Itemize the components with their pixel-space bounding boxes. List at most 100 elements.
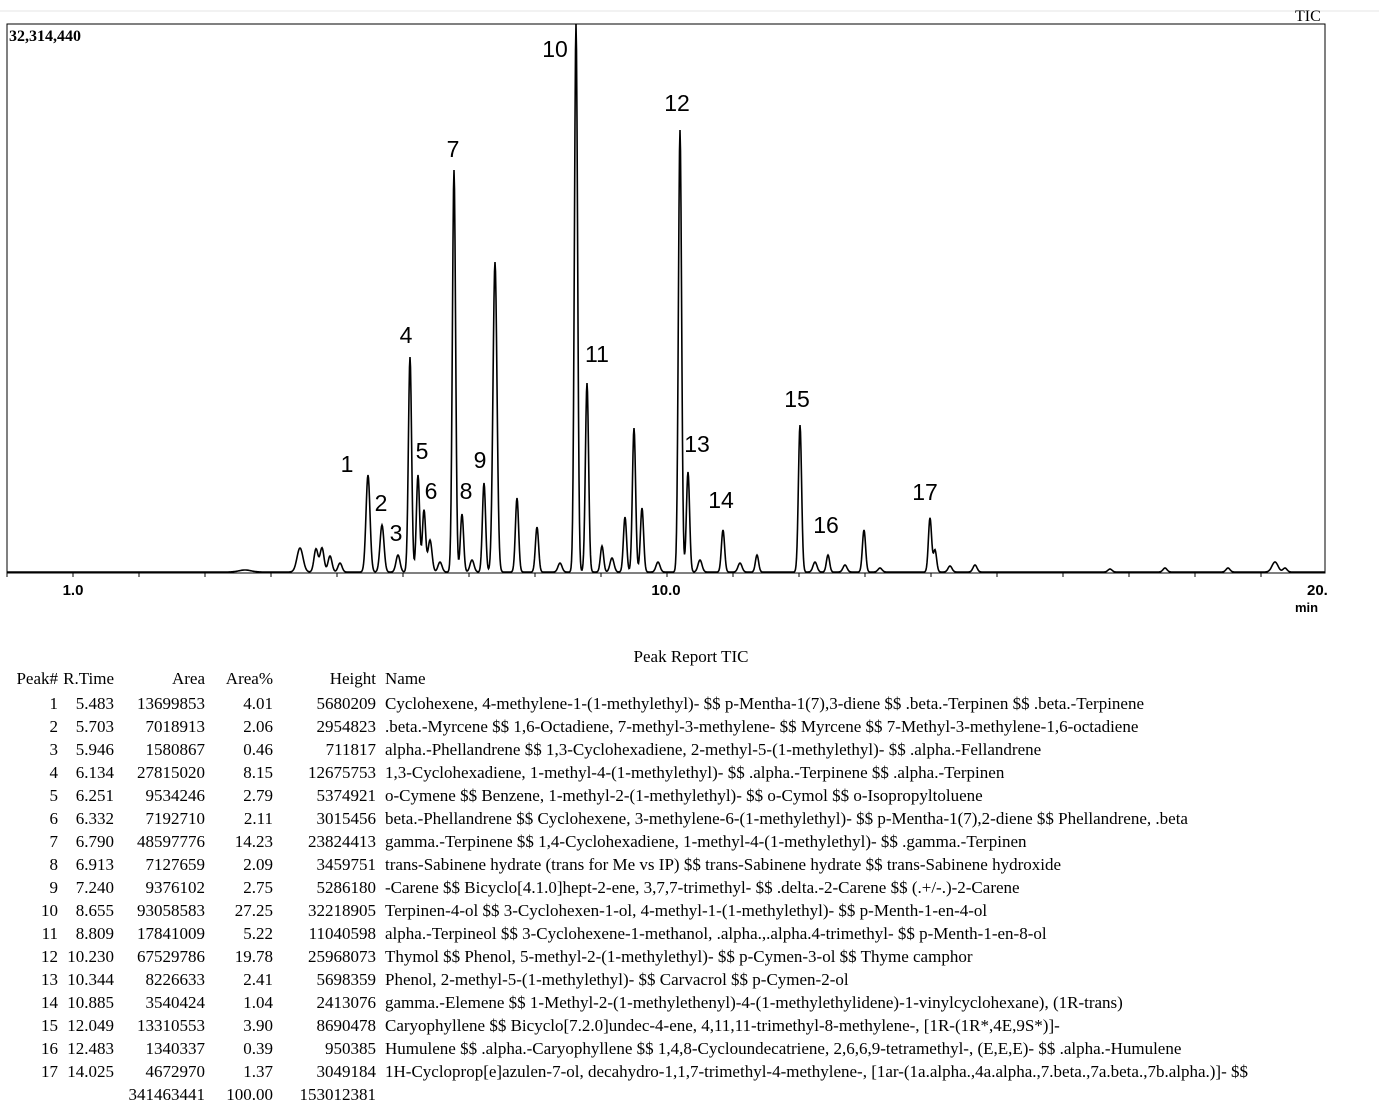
table-cell: 3.90 (243, 1016, 273, 1035)
table-cell: 2.79 (243, 786, 273, 805)
table-cell: alpha.-Phellandrene $$ 1,3-Cyclohexadien… (385, 740, 1041, 759)
table-cell: 1.37 (243, 1062, 273, 1081)
table-cell: Cyclohexene, 4-methylene-1-(1-methylethy… (385, 694, 1144, 713)
table-cell: 4 (50, 763, 59, 782)
table-cell: 7127659 (146, 855, 206, 874)
table-cell: 25968073 (308, 947, 376, 966)
table-cell: 2 (50, 717, 59, 736)
table-cell: 27.25 (235, 901, 273, 920)
table-cell: 5680209 (317, 694, 377, 713)
column-header: Height (330, 669, 377, 688)
table-cell: gamma.-Elemene $$ 1-Methyl-2-(1-methylet… (385, 993, 1123, 1012)
column-header: Area (172, 669, 205, 688)
table-cell: 17 (41, 1062, 59, 1081)
table-cell: 5374921 (317, 786, 377, 805)
table-cell: 32218905 (308, 901, 376, 920)
table-cell: .beta.-Myrcene $$ 1,6-Octadiene, 7-methy… (385, 717, 1138, 736)
table-cell: 2954823 (317, 717, 377, 736)
table-cell: Phenol, 2-methyl-5-(1-methylethyl)- $$ C… (385, 970, 849, 989)
table-cell: 8 (50, 855, 59, 874)
table-cell: 6 (50, 809, 59, 828)
table-cell: 2.06 (243, 717, 273, 736)
table-cell: 67529786 (137, 947, 205, 966)
table-cell: -Carene $$ Bicyclo[4.1.0]hept-2-ene, 3,7… (385, 878, 1020, 897)
table-cell: 12.049 (67, 1016, 114, 1035)
table-cell: 1580867 (146, 740, 206, 759)
table-cell: 16 (41, 1039, 58, 1058)
table-cell: 3540424 (146, 993, 206, 1012)
max-label: 32,314,440 (9, 28, 81, 45)
column-header: R.Time (63, 669, 114, 688)
table-cell: alpha.-Terpineol $$ 3-Cyclohexene-1-meth… (385, 924, 1047, 943)
table-cell: 7.240 (76, 878, 114, 897)
table-cell: 711817 (326, 740, 377, 759)
total-cell: 341463441 (129, 1085, 206, 1104)
table-cell: 0.46 (243, 740, 273, 759)
table-cell: 9 (50, 878, 59, 897)
peak-label: 8 (460, 478, 473, 504)
table-cell: 27815020 (137, 763, 205, 782)
table-cell: 10 (41, 901, 58, 920)
table-cell: 6.134 (76, 763, 115, 782)
column-header: Name (385, 669, 426, 688)
table-cell: 13699853 (137, 694, 205, 713)
peak-label: 9 (474, 447, 487, 473)
table-cell: 7192710 (146, 809, 206, 828)
table-cell: 4672970 (146, 1062, 206, 1081)
table-cell: 6.913 (76, 855, 114, 874)
table-cell: 6.251 (76, 786, 114, 805)
trace-label: TIC (1295, 8, 1321, 25)
x-tick-label: 10.0 (651, 582, 680, 599)
table-cell: Humulene $$ .alpha.-Caryophyllene $$ 1,4… (385, 1039, 1181, 1058)
table-cell: 5 (50, 786, 59, 805)
peak-label: 1 (341, 451, 354, 477)
peak-label: 5 (416, 438, 429, 464)
table-cell: Thymol $$ Phenol, 5-methyl-2-(1-methylet… (385, 947, 973, 966)
peak-label: 4 (400, 322, 413, 348)
table-cell: Caryophyllene $$ Bicyclo[7.2.0]undec-4-e… (385, 1016, 1060, 1035)
column-header: Area% (226, 669, 273, 688)
trace (7, 23, 1325, 573)
table-cell: 5.22 (243, 924, 273, 943)
table-cell: 15 (41, 1016, 58, 1035)
x-tick-label: 20. (1307, 582, 1328, 599)
table-cell: 1.04 (243, 993, 273, 1012)
table-cell: 9534246 (146, 786, 206, 805)
table-cell: 0.39 (243, 1039, 273, 1058)
table-cell: 5.483 (76, 694, 114, 713)
table-cell: 10.344 (67, 970, 114, 989)
table-cell: 19.78 (235, 947, 273, 966)
peak-label: 3 (390, 520, 403, 546)
total-cell: 100.00 (226, 1085, 273, 1104)
table-cell: 12 (41, 947, 58, 966)
table-cell: 14 (41, 993, 59, 1012)
table-cell: 1 (50, 694, 59, 713)
table-cell: 9376102 (146, 878, 206, 897)
table-cell: 5.703 (76, 717, 114, 736)
table-cell: 8.15 (243, 763, 273, 782)
table-cell: 1340337 (146, 1039, 206, 1058)
table-cell: 6.790 (76, 832, 114, 851)
table-cell: 3 (50, 740, 59, 759)
peak-label: 10 (542, 36, 568, 62)
table-cell: 8.809 (76, 924, 114, 943)
total-cell: 153012381 (300, 1085, 377, 1104)
table-cell: 2.11 (244, 809, 273, 828)
table-cell: gamma.-Terpinene $$ 1,4-Cyclohexadiene, … (385, 832, 1027, 851)
table-cell: 12.483 (67, 1039, 114, 1058)
x-unit: min (1295, 600, 1318, 615)
peak-label: 11 (585, 341, 609, 367)
table-cell: 950385 (325, 1039, 376, 1058)
table-cell: 11040598 (309, 924, 376, 943)
peak-label: 12 (664, 90, 690, 116)
peak-label: 6 (425, 478, 438, 504)
table-cell: 7 (50, 832, 59, 851)
table-cell: 8.655 (76, 901, 114, 920)
table-cell: 48597776 (137, 832, 205, 851)
x-tick-label: 1.0 (63, 582, 84, 599)
table-cell: 93058583 (137, 901, 205, 920)
table-cell: 3015456 (317, 809, 377, 828)
